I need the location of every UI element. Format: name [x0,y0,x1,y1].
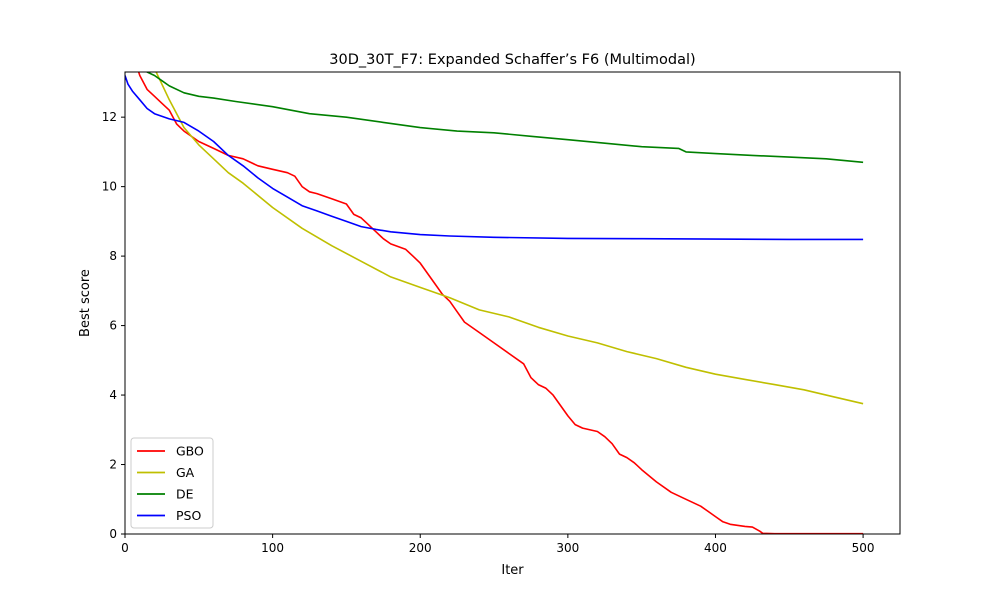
legend-label-pso: PSO [176,508,201,523]
y-axis-label: Best score [78,269,93,337]
legend-label-gbo: GBO [176,444,204,459]
series-line-ga [155,72,864,405]
x-tick-label: 400 [704,541,727,555]
legend-box [130,437,214,529]
series-line-de [146,72,864,164]
x-tick-label: 0 [121,541,129,555]
x-tick-label: 100 [261,541,284,555]
axis-layer: 0 100 200 300 400 500 0 2 4 6 8 10 12 [102,110,875,555]
x-tick-label: 500 [852,541,875,555]
series-line-pso [125,75,864,241]
y-tick-label: 6 [109,319,117,333]
legend-label-de: DE [176,487,194,502]
y-tick-label: 10 [102,180,117,194]
legend: GBO GA DE PSO [130,437,214,529]
series-line-gbo [137,72,864,534]
x-axis-label: Iter [501,563,524,578]
y-tick-label: 0 [109,527,117,541]
y-tick-label: 2 [109,458,117,472]
y-tick-label: 4 [109,388,117,402]
x-tick-label: 300 [556,541,579,555]
plot-area-frame [124,71,901,535]
x-tick-label: 200 [409,541,432,555]
legend-label-ga: GA [176,465,195,480]
y-tick-label: 8 [109,249,117,263]
y-tick-label: 12 [102,110,117,124]
chart-title: 30D_30T_F7: Expanded Schaffer’s F6 (Mult… [329,52,695,68]
series-layer [125,72,864,534]
